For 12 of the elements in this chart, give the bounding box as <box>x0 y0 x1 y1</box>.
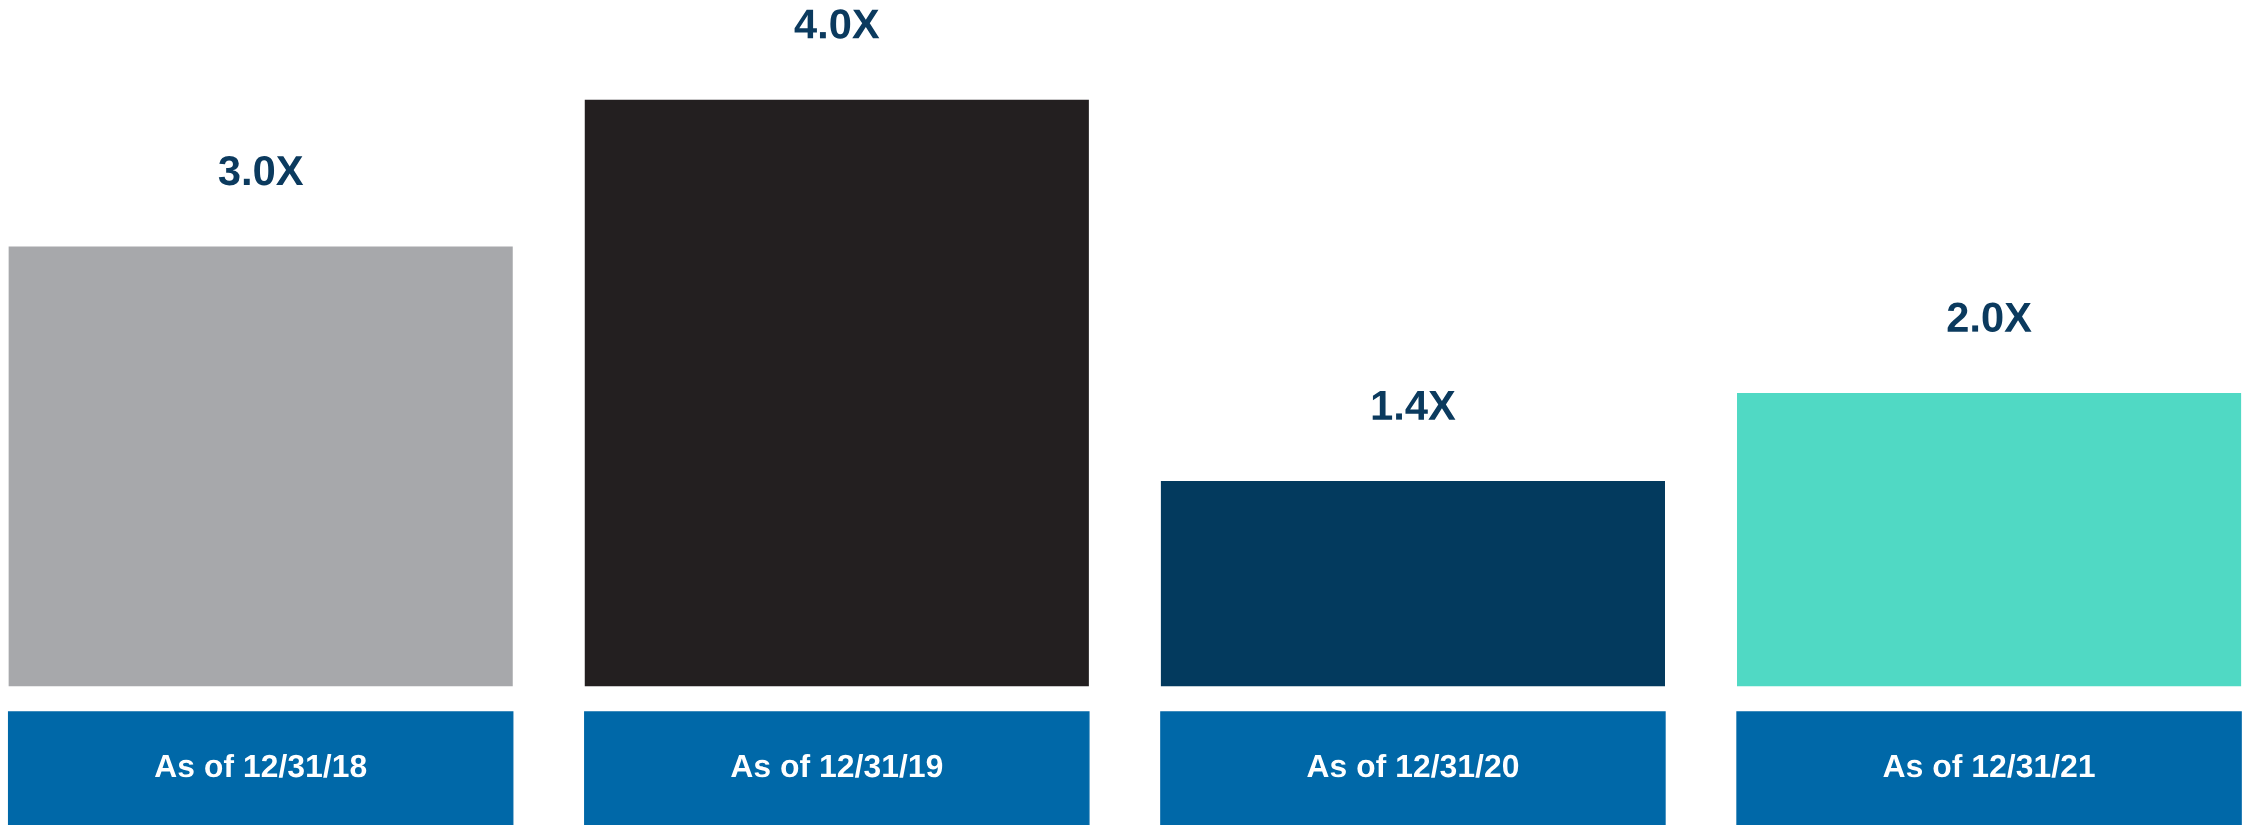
bar <box>8 246 513 687</box>
x-tick-label: As of 12/31/18 <box>154 753 367 778</box>
x-tick-label: As of 12/31/19 <box>731 753 943 778</box>
data-label: 3.0X <box>218 155 304 186</box>
bar <box>1160 481 1665 687</box>
x-tick-label: As of 12/31/21 <box>1883 753 2095 778</box>
bar <box>1737 393 2242 687</box>
bar <box>584 99 1089 687</box>
data-label: 2.0X <box>1947 302 2032 333</box>
x-tick-label: As of 12/31/20 <box>1307 753 1519 778</box>
data-label: 4.0X <box>794 9 880 39</box>
data-label: 1.4X <box>1372 390 1456 420</box>
